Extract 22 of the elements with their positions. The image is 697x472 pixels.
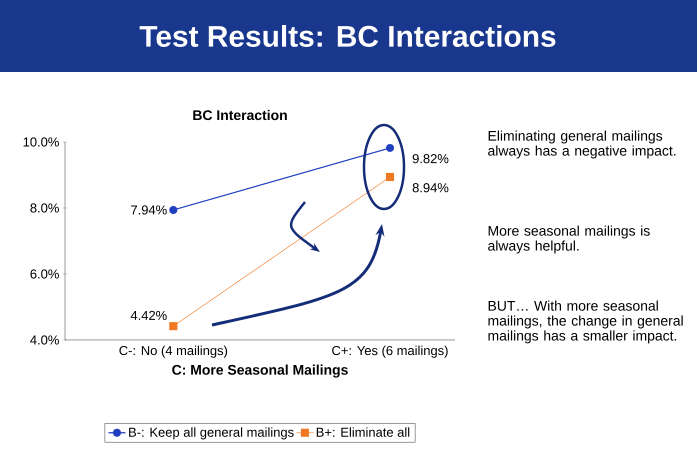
chart-subtitle: BC Interaction	[193, 110, 287, 120]
y-tick-label: 10.0%	[24, 137, 59, 147]
text: More seasonal mailings is always helpful.	[488, 226, 650, 254]
data-label: 8.94%	[412, 183, 448, 192]
text: BUT… With more seasonal mailings, the change in general mailings has a smaller impact.	[488, 300, 683, 344]
text: Eliminating general mailings always has a negative impact.	[488, 130, 676, 158]
legend-label: B-: Keep all general mailings	[129, 427, 294, 440]
y-tick-label: 6.0%	[30, 269, 59, 279]
data-label: 4.42%	[130, 310, 167, 320]
data-label: 9.82%	[412, 154, 448, 164]
y-tick-label: 4.0%	[30, 335, 59, 345]
x-tick-label: C-: No (4 mailings)	[119, 346, 228, 358]
point	[386, 144, 394, 152]
x-axis-title: C: More Seasonal Mailings	[172, 364, 348, 378]
point	[169, 322, 178, 330]
point	[386, 172, 394, 182]
data-label: 7.94%	[131, 205, 167, 215]
chart-title: Test Results: BC Interactions	[140, 25, 556, 47]
point	[169, 206, 178, 214]
y-tick-label: 8.0%	[30, 203, 59, 213]
x-tick-label: C+: Yes (6 mailings)	[332, 346, 448, 358]
legend-label: B+: Eliminate all	[316, 427, 410, 437]
